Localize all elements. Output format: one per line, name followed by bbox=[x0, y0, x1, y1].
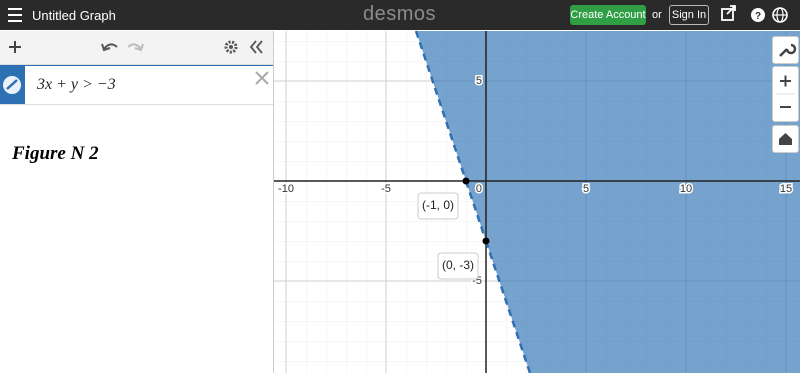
x-tick-label: 0 bbox=[476, 183, 482, 195]
undo-button[interactable] bbox=[101, 43, 118, 52]
redo-button[interactable] bbox=[127, 43, 144, 52]
home-button[interactable] bbox=[772, 125, 799, 153]
point-label-box bbox=[417, 192, 459, 220]
point-label: (0, -3) bbox=[442, 258, 474, 272]
brand: desmos bbox=[363, 3, 437, 25]
graph-title[interactable]: Untitled Graph bbox=[32, 8, 116, 23]
y-tick-label: 5 bbox=[476, 75, 482, 87]
language-icon[interactable] bbox=[772, 7, 788, 23]
figure-note: Figure N 2 bbox=[12, 143, 99, 164]
svg-text:?: ? bbox=[755, 11, 761, 22]
delete-button[interactable] bbox=[253, 69, 271, 87]
zoom-buttons[interactable] bbox=[772, 66, 799, 122]
help-icon[interactable]: ? bbox=[751, 8, 765, 22]
share-icon[interactable] bbox=[721, 5, 736, 21]
or-text: or bbox=[652, 9, 662, 21]
top-bar: Untitled Graph desmos Create Account or … bbox=[0, 0, 800, 30]
header-icons: ? bbox=[721, 5, 788, 23]
point bbox=[462, 177, 470, 185]
menu-icon[interactable] bbox=[6, 0, 26, 30]
point-label-box bbox=[437, 252, 479, 280]
point bbox=[482, 237, 490, 245]
boundary-line bbox=[464, 180, 488, 242]
x-tick-label: -5 bbox=[381, 183, 391, 195]
create-account-button[interactable]: Create Account bbox=[570, 5, 646, 25]
x-tick-label: 15 bbox=[780, 183, 792, 195]
toolbar-icons bbox=[9, 40, 263, 54]
expression-color-icon[interactable] bbox=[0, 66, 25, 104]
add-button[interactable] bbox=[9, 41, 21, 53]
expression-panel: 3x + y > −3 Figure N 2 bbox=[0, 31, 274, 373]
point-label: (-1, 0) bbox=[422, 198, 454, 212]
x-tick-label: 5 bbox=[583, 183, 589, 195]
collapse-button[interactable] bbox=[249, 40, 263, 54]
wrench-button[interactable] bbox=[772, 36, 799, 64]
boundary-line-extension bbox=[414, 30, 532, 373]
expression-row[interactable]: 3x + y > −3 bbox=[0, 65, 273, 105]
toolbar bbox=[0, 31, 273, 65]
settings-button[interactable] bbox=[224, 40, 238, 54]
x-tick-label: 10 bbox=[680, 183, 692, 195]
x-tick-label: -10 bbox=[278, 183, 294, 195]
expression-text[interactable]: 3x + y > −3 bbox=[37, 76, 116, 93]
solution-region bbox=[416, 31, 800, 373]
sign-in-button[interactable]: Sign In bbox=[669, 5, 709, 25]
